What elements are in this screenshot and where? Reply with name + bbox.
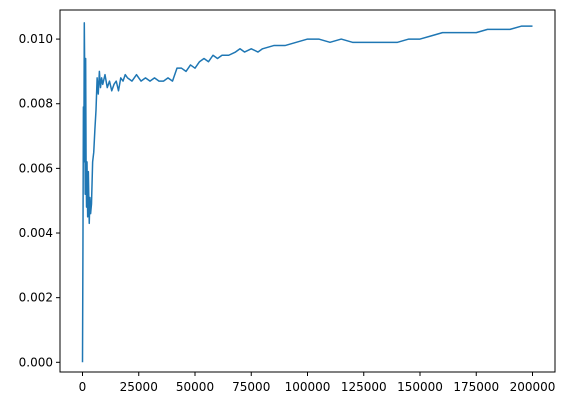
x-tick-label: 50000	[176, 380, 214, 394]
x-tick-label: 0	[79, 380, 87, 394]
y-tick-label: 0.000	[19, 355, 53, 369]
y-tick-label: 0.004	[19, 226, 53, 240]
x-axis: 0 25000 50000 75000 100000 125000 150000 175000…	[79, 372, 556, 394]
y-tick-label: 0.010	[19, 32, 53, 46]
y-tick-label: 0.006	[19, 161, 53, 175]
y-tick-label: 0.002	[19, 291, 53, 305]
plot-area	[81, 22, 533, 363]
x-tick-label: 175000	[453, 380, 499, 394]
x-tick-label: 150000	[397, 380, 443, 394]
y-axis: 0.000 0.002 0.004 0.006 0.008 0.010	[19, 32, 60, 369]
series-line-0	[81, 22, 533, 363]
x-tick-label: 200000	[510, 380, 556, 394]
plot-frame	[59, 9, 556, 373]
y-tick-label: 0.008	[19, 97, 53, 111]
x-tick-label: 75000	[232, 380, 270, 394]
x-tick-label: 25000	[120, 380, 158, 394]
x-tick-label: 125000	[341, 380, 387, 394]
x-tick-label: 100000	[285, 380, 331, 394]
